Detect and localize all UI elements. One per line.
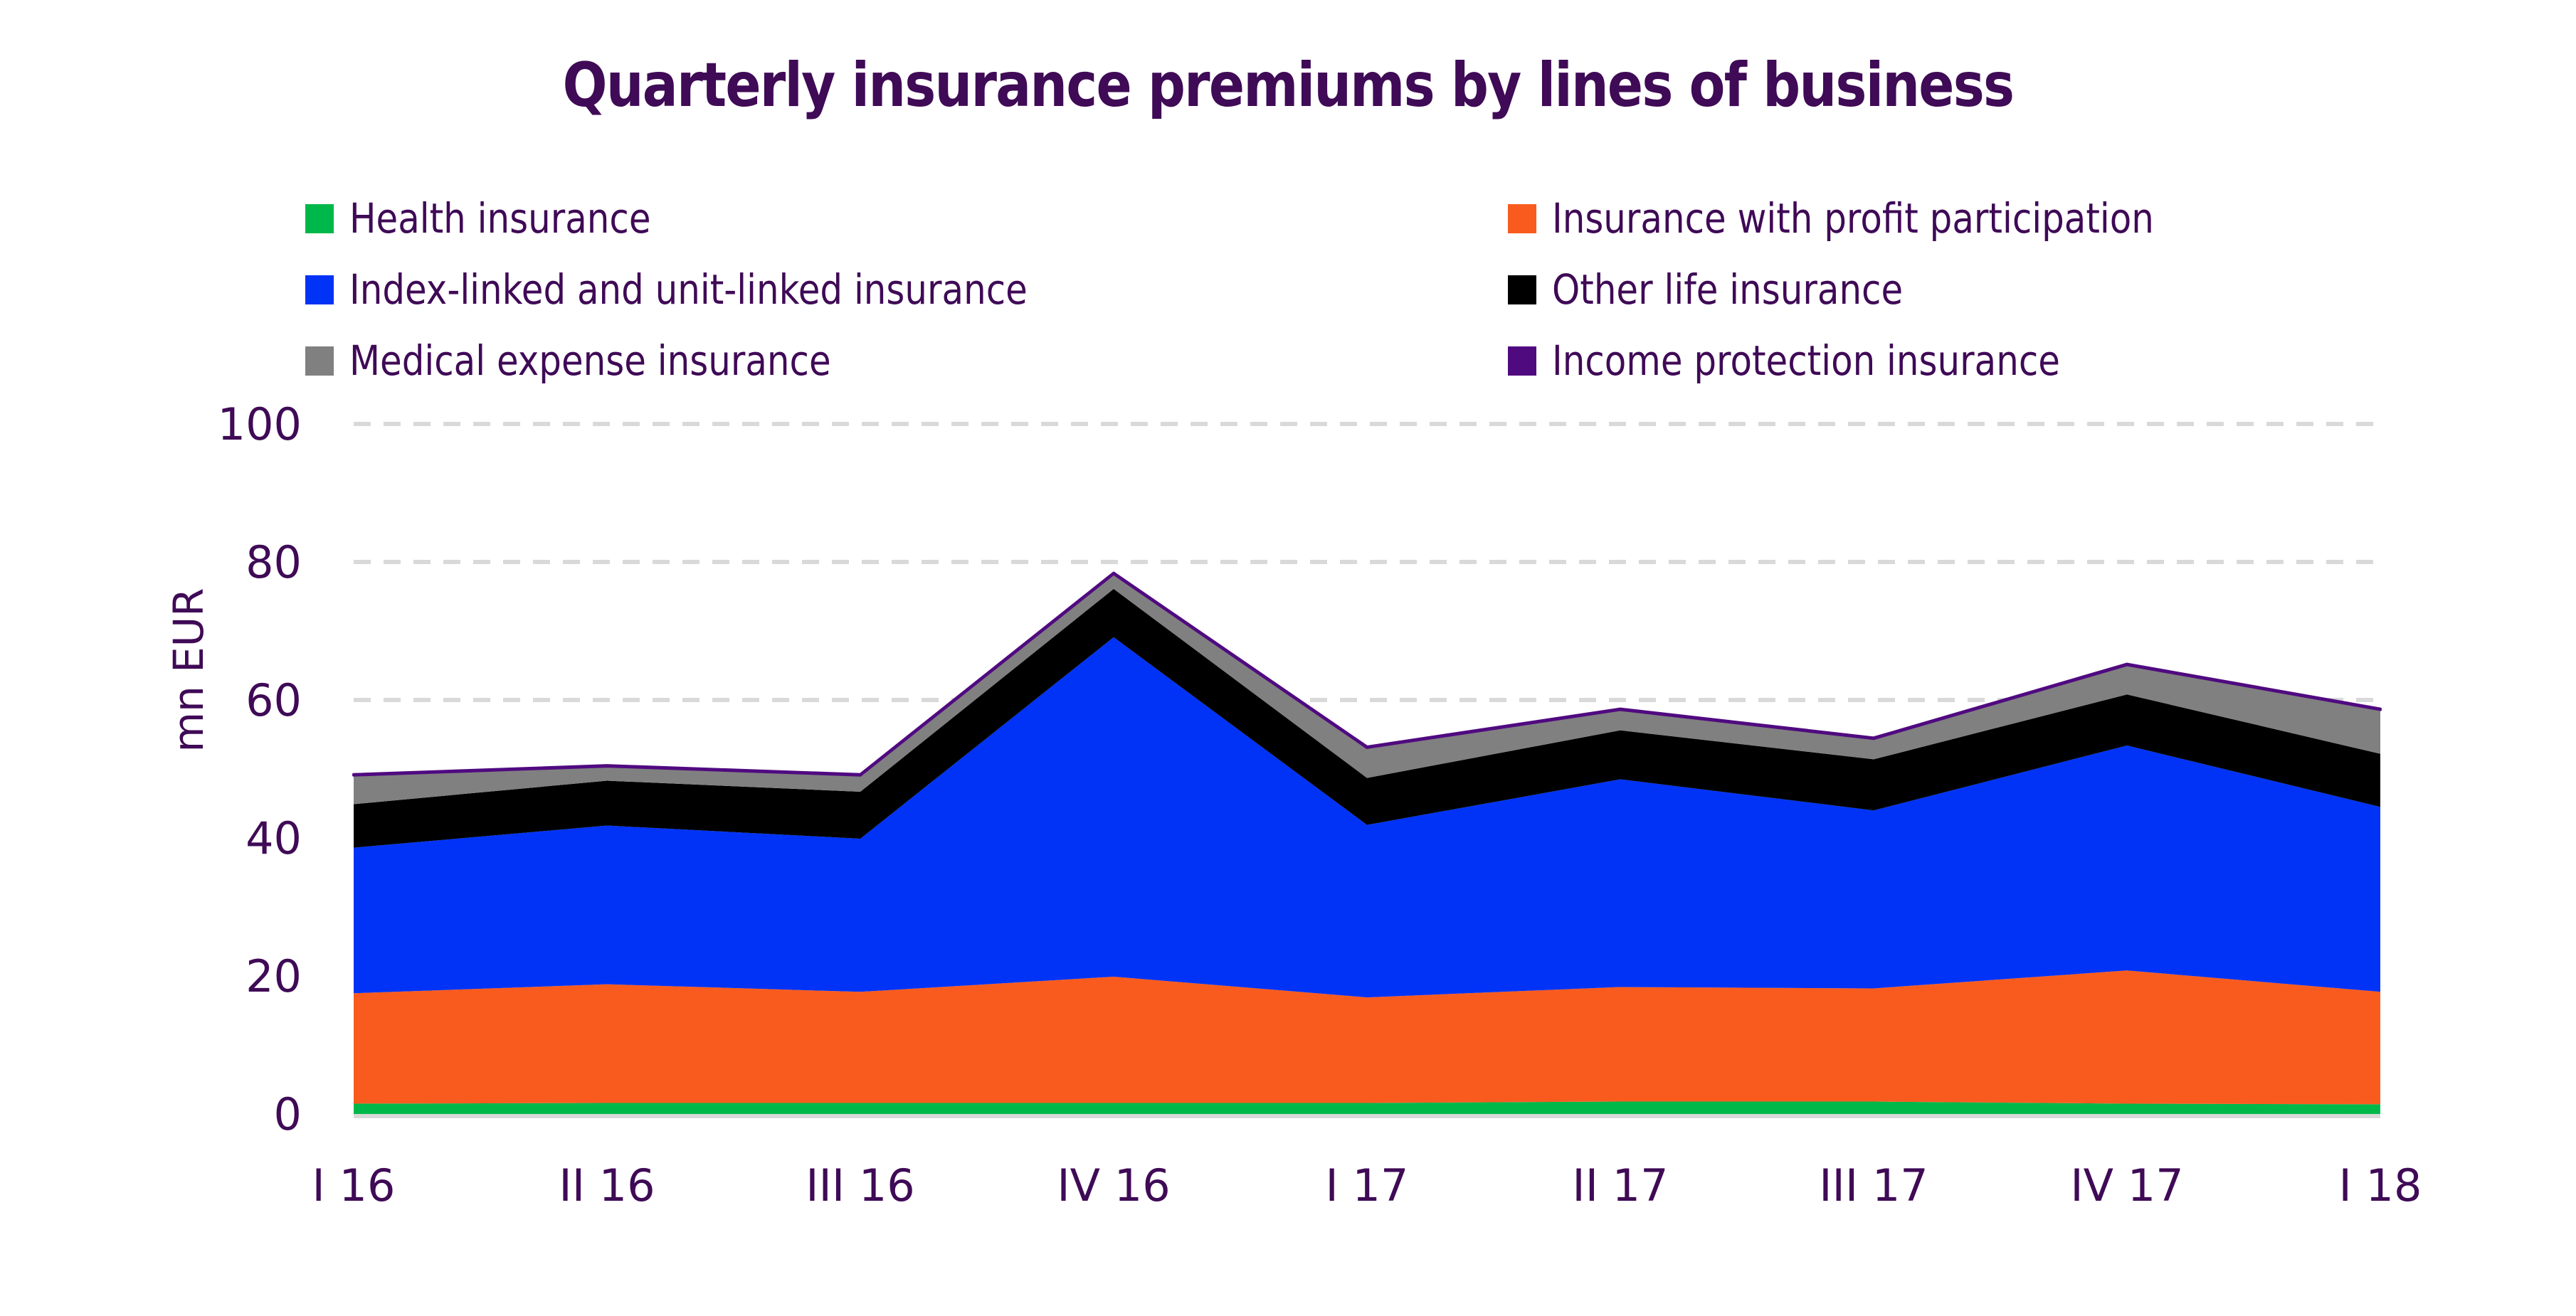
legend-swatch-health [305, 203, 334, 233]
x-axis-ticks: I 16 II 16 III 16 IV 16 I 17 II 17 III 17 IV 17… [312, 1160, 2422, 1211]
legend-item-profit-participation: Insurance with profit participation [1508, 194, 2252, 243]
legend-item-medical-expense: Medical expense insurance [305, 336, 909, 385]
x-tick-label: II 16 [559, 1160, 655, 1211]
area-medical-expense-insurance [354, 573, 2380, 805]
x-tick-label: I 18 [2339, 1160, 2422, 1211]
legend-swatch-index-unit-linked [305, 275, 334, 304]
legend-label: Health insurance [349, 194, 651, 243]
x-tick-label: III 16 [806, 1160, 914, 1211]
x-tick-label: III 17 [1819, 1160, 1928, 1211]
y-tick-label-40: 40 [246, 812, 302, 864]
legend-item-index-unit-linked: Index-linked and unit-linked insurance [305, 265, 1138, 314]
stacked-areas [352, 571, 2382, 1114]
legend-item-health: Health insurance [305, 194, 700, 243]
y-tick-label-60: 60 [246, 674, 302, 726]
legend-label: Insurance with profit participation [1552, 194, 2154, 243]
legend-label: Medical expense insurance [349, 336, 831, 385]
area-income-protection-insurance [352, 571, 2382, 777]
legend-swatch-other-life [1508, 275, 1536, 304]
x-tick-label: IV 17 [2070, 1160, 2183, 1211]
x-tick-label: I 17 [1326, 1160, 1409, 1211]
legend-label: Income protection insurance [1552, 336, 2060, 385]
x-tick-label: II 17 [1572, 1160, 1668, 1211]
legend-label: Other life insurance [1552, 265, 1904, 314]
legend-swatch-profit-participation [1508, 203, 1536, 233]
area-other-life-insurance [354, 588, 2380, 848]
legend-swatch-medical-expense [305, 346, 334, 376]
legend-item-income-protection: Income protection insurance [1508, 336, 2143, 385]
x-tick-label: I 16 [312, 1160, 396, 1211]
y-axis-title: mn EUR [164, 588, 213, 752]
legend-item-other-life: Other life insurance [1508, 265, 1960, 314]
y-tick-label-80: 80 [246, 536, 302, 588]
area-health-insurance [354, 1101, 2380, 1114]
y-tick-label-100: 100 [218, 398, 302, 450]
area-index-linked-and-unit-linked-insurance [354, 637, 2380, 998]
y-axis-ticks: 0 20 40 60 80 100 [218, 398, 302, 1140]
legend-swatch-income-protection [1508, 346, 1536, 376]
area-insurance-with-profit-participation [354, 970, 2380, 1105]
y-tick-label-20: 20 [246, 950, 302, 1002]
chart-title: Quarterly insurance premiums by lines of… [562, 50, 2015, 121]
y-tick-label-0: 0 [274, 1088, 302, 1140]
legend-label: Index-linked and unit-linked insurance [349, 265, 1028, 314]
x-tick-label: IV 16 [1057, 1160, 1170, 1211]
